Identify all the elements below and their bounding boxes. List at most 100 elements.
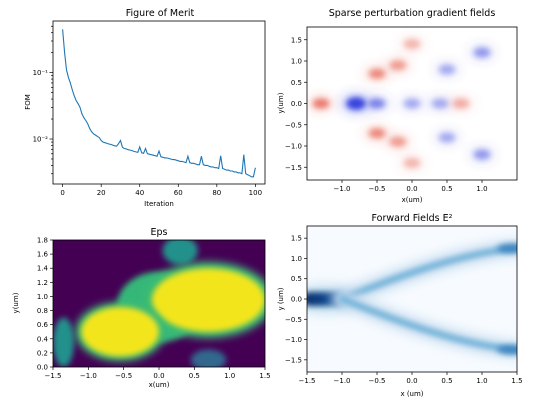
gradient-blob — [473, 149, 491, 160]
y-tick-label: −0.5 — [285, 121, 302, 129]
eps-region — [151, 268, 265, 332]
x-tick-label: 40 — [135, 189, 144, 197]
gradient-x-ticks: −1.0 −0.5 0.0 0.5 1.0 — [334, 180, 488, 193]
x-tick-label: 20 — [97, 189, 106, 197]
y-tick-label: 0.0 — [291, 296, 302, 304]
gradient-blob — [368, 128, 386, 139]
eps-region — [190, 349, 227, 367]
y-tick-label: 10⁻² — [33, 136, 49, 144]
y-tick-label: 1.0 — [37, 293, 48, 301]
gradient-blob — [346, 97, 366, 110]
x-tick-label: 1.0 — [476, 377, 487, 385]
eps-y-label: y(um) — [12, 292, 20, 313]
x-tick-label: 1.5 — [511, 377, 522, 385]
fom-y-ticks: 10⁻¹ 10⁻² — [33, 25, 53, 175]
y-tick-label: 10⁻¹ — [33, 69, 49, 77]
x-tick-label: 60 — [174, 189, 183, 197]
fom-y-label: FOM — [24, 94, 32, 110]
forward-field-x-ticks: −1.5 −1.0 −0.5 0.0 0.5 1.0 1.5 — [299, 372, 523, 385]
x-tick-label: −1.5 — [299, 377, 316, 385]
gradient-blob — [473, 47, 491, 58]
gradient-field — [307, 35, 496, 172]
x-tick-label: 0 — [60, 189, 64, 197]
x-tick-label: −1.0 — [334, 185, 351, 193]
forward-field-intensity — [307, 240, 517, 358]
x-tick-label: 0.5 — [441, 185, 452, 193]
x-tick-label: 100 — [249, 189, 262, 197]
x-tick-label: −1.0 — [80, 372, 97, 380]
gradient-blob — [403, 38, 421, 50]
x-tick-label: −1.0 — [334, 377, 351, 385]
x-tick-label: 0.5 — [189, 372, 200, 380]
gradient-x-label: x(um) — [402, 196, 423, 204]
gradient-blob — [431, 98, 449, 109]
x-tick-label: 0.0 — [406, 185, 417, 193]
gradient-blob — [403, 157, 421, 169]
x-tick-label: 1.5 — [259, 372, 270, 380]
x-tick-label: 0.5 — [441, 377, 452, 385]
fom-panel: Figure of Merit 0 20 40 60 80 100 10⁻¹ 10⁻² It… — [24, 8, 266, 208]
gradient-blob — [452, 98, 470, 109]
x-tick-label: 0.0 — [153, 372, 164, 380]
gradient-blob — [403, 98, 421, 109]
forward-field-title-text: Forward Fields E² — [372, 213, 453, 224]
gradient-y-label: y(um) — [277, 92, 285, 113]
eps-y-ticks: 0.0 0.2 0.4 0.6 0.8 1.0 1.2 1.4 1.6 1.8 — [37, 237, 53, 372]
forward-field-title: Forward Fields E² — [372, 213, 453, 224]
fom-x-label: Iteration — [144, 200, 174, 208]
x-tick-label: −0.5 — [115, 372, 132, 380]
y-tick-label: 0.8 — [37, 307, 48, 315]
y-tick-label: −1.5 — [285, 164, 302, 172]
x-tick-label: 1.0 — [224, 372, 235, 380]
gradient-y-ticks: 1.5 1.0 0.5 0.0 −0.5 −1.0 −1.5 — [285, 36, 307, 172]
y-tick-label: −0.5 — [285, 316, 302, 324]
y-tick-label: 0.5 — [291, 275, 302, 283]
fom-title: Figure of Merit — [126, 8, 195, 19]
y-tick-label: 0.5 — [291, 79, 302, 87]
y-tick-label: −1.5 — [285, 356, 302, 364]
x-tick-label: −1.5 — [45, 372, 62, 380]
gradient-blob — [438, 64, 456, 75]
x-tick-label: −0.5 — [369, 185, 386, 193]
x-tick-label: −0.5 — [369, 377, 386, 385]
eps-title: Eps — [151, 227, 168, 238]
y-tick-label: −1.0 — [285, 336, 302, 344]
y-tick-label: 1.8 — [37, 237, 48, 245]
eps-x-ticks: −1.5 −1.0 −0.5 0.0 0.5 1.0 1.5 — [45, 367, 271, 380]
y-tick-label: 0.2 — [37, 349, 48, 357]
fom-series-line — [62, 29, 256, 178]
gradient-title: Sparse perturbation gradient fields — [329, 8, 496, 19]
y-tick-label: 1.4 — [37, 265, 49, 273]
y-tick-label: 0.0 — [291, 100, 302, 108]
y-tick-label: −1.0 — [285, 143, 302, 151]
x-tick-label: 80 — [212, 189, 221, 197]
y-tick-label: 1.0 — [291, 255, 302, 263]
x-tick-label: 1.0 — [476, 185, 487, 193]
y-tick-label: 1.5 — [291, 36, 302, 44]
branch-exit — [497, 344, 517, 355]
gradient-blob — [438, 132, 456, 143]
fom-axes-frame — [52, 20, 266, 185]
branch-exit — [497, 243, 517, 254]
gradient-blob — [368, 68, 386, 79]
gradient-blob — [368, 98, 386, 109]
gradient-blob — [389, 60, 407, 71]
y-tick-label: 0.4 — [37, 335, 49, 343]
eps-x-label: x(um) — [149, 381, 170, 389]
gradient-blob — [312, 98, 330, 109]
y-tick-label: 1.5 — [291, 235, 302, 243]
fom-x-ticks: 0 20 40 60 80 100 — [60, 184, 262, 197]
gradient-blob — [389, 136, 407, 147]
eps-region — [81, 307, 159, 357]
forward-field-x-label: x (um) — [400, 390, 423, 398]
gradient-panel: Sparse perturbation gradient fields −1.0… — [277, 8, 518, 204]
y-tick-label: 0.0 — [37, 364, 48, 372]
y-tick-label: 0.6 — [37, 321, 49, 329]
forward-field-y-ticks: 1.5 1.0 0.5 0.0 −0.5 −1.0 −1.5 — [285, 235, 307, 364]
eps-field — [53, 240, 265, 367]
y-tick-label: 1.0 — [291, 58, 302, 66]
y-tick-label: 1.2 — [37, 279, 48, 287]
eps-region — [162, 240, 198, 265]
y-tick-label: 1.6 — [37, 251, 49, 259]
